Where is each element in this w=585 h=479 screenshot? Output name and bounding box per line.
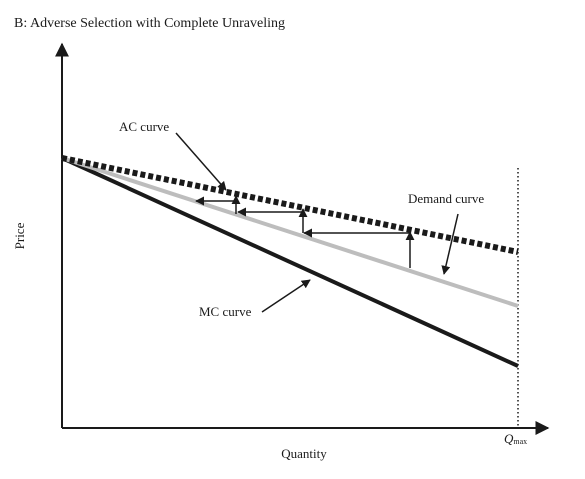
y-axis-label: Price bbox=[12, 222, 27, 249]
demand-label-pointer bbox=[441, 213, 459, 275]
unraveling-arrows bbox=[195, 195, 415, 268]
qmax-label: Qmax bbox=[504, 431, 527, 446]
ac-curve bbox=[61, 155, 519, 255]
mc-label-pointer bbox=[261, 279, 311, 313]
ac-label-pointer bbox=[175, 132, 227, 191]
mc-curve bbox=[61, 156, 519, 368]
x-axis-label: Quantity bbox=[281, 446, 327, 461]
axes bbox=[55, 42, 550, 435]
mc-curve-label: MC curve bbox=[199, 304, 252, 319]
diagram-title: B: Adverse Selection with Complete Unrav… bbox=[14, 16, 285, 31]
demand-curve bbox=[61, 156, 519, 308]
ac-curve-label: AC curve bbox=[119, 119, 169, 134]
demand-curve-label: Demand curve bbox=[408, 191, 484, 206]
